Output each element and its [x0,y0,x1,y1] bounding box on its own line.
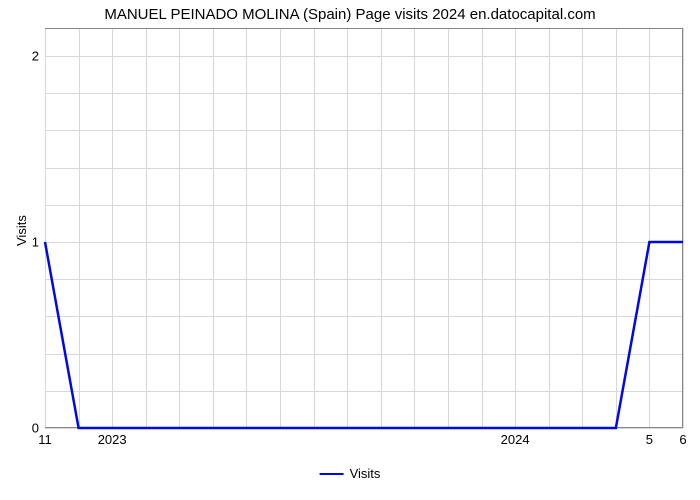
chart-title: MANUEL PEINADO MOLINA (Spain) Page visit… [0,6,700,23]
series-layer [45,28,683,428]
legend: Visits [320,466,381,481]
x-tick-label: 6 [679,432,686,447]
chart-container: MANUEL PEINADO MOLINA (Spain) Page visit… [0,0,700,500]
plot-area: 012 112023202456 [45,28,683,428]
x-tick-label: 2024 [501,432,530,447]
legend-swatch [320,473,344,475]
x-tick-label: 2023 [98,432,127,447]
y-tick-label: 1 [32,234,39,249]
y-axis-label: Visits [14,215,29,246]
y-tick-label: 2 [32,48,39,63]
series-line [45,242,683,428]
grid-vertical [683,28,684,428]
x-tick-label: 11 [38,432,52,447]
x-tick-label: 5 [646,432,653,447]
legend-label: Visits [350,466,381,481]
